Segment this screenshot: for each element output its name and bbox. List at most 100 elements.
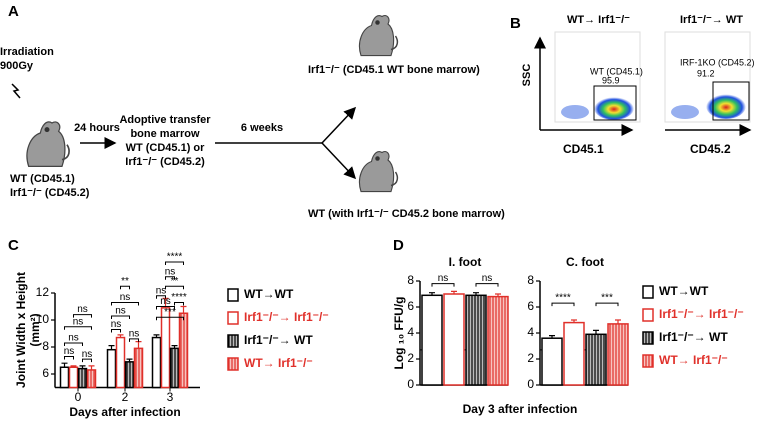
significance-bracket [64, 326, 92, 330]
y-tick-label: 4 [407, 325, 414, 339]
y-tick-label: 0 [407, 377, 414, 391]
significance-label: ns [64, 346, 75, 357]
bar [443, 293, 465, 386]
x-axis-label: Days after infection [69, 405, 180, 419]
significance-bracket [111, 328, 121, 333]
significance-bracket [64, 342, 83, 346]
gate [593, 85, 637, 121]
significance-label: ns [77, 304, 88, 315]
significance-bracket [174, 301, 184, 306]
arrow [321, 142, 357, 180]
significance-label: ns [73, 316, 84, 327]
error-bar [79, 365, 86, 369]
bar [59, 366, 70, 389]
bar [607, 323, 629, 386]
significance-label: ns [156, 285, 167, 296]
axis-label: CD45.2 [690, 142, 731, 156]
significance-bracket [82, 358, 92, 363]
panel-label: A [8, 3, 19, 20]
y-tick-label: 10 [36, 312, 50, 326]
error-bar [495, 293, 501, 297]
bar [465, 294, 487, 386]
legend-swatch [227, 357, 239, 371]
x-tick-label: 0 [75, 390, 82, 404]
gate [712, 81, 750, 121]
gate-label: WT (CD45.1) [590, 66, 643, 76]
axis-label: CD45.1 [563, 142, 604, 156]
y-axis-unit: (mm²) [28, 313, 42, 346]
bar [86, 369, 97, 389]
text: WT (CD45.1) [10, 173, 75, 185]
legend-label: Irf1⁻/⁻→ Irf1⁻/⁻ [244, 310, 329, 324]
bar [160, 307, 171, 389]
error-bar [429, 292, 435, 296]
significance-bracket [120, 285, 130, 290]
error-bar [451, 290, 457, 294]
plot-title: Irf1⁻/⁻→ WT [680, 14, 743, 26]
legend-label: WT→WT [244, 287, 294, 301]
error-bar [135, 341, 142, 349]
y-tick-label: 6 [527, 299, 534, 313]
arrow [321, 106, 357, 144]
significance-label: ns [165, 266, 176, 277]
significance-label: ** [121, 276, 129, 287]
text: 6 weeks [241, 122, 283, 134]
significance-bracket [156, 306, 175, 310]
legend-swatch [642, 308, 654, 322]
panel-label: B [510, 15, 521, 32]
significance-bracket [111, 301, 139, 306]
error-bar [571, 319, 577, 323]
legend-swatch [227, 288, 239, 302]
text: bone marrow [130, 128, 200, 140]
plot-title: WT→ Irf1⁻/⁻ [567, 14, 630, 26]
bar [77, 367, 88, 389]
error-bar [153, 334, 160, 338]
error-bar [473, 292, 479, 296]
significance-bracket [475, 283, 499, 287]
subplot-title: I. foot [449, 255, 482, 269]
legend-label: WT→ Irf1⁻/⁻ [244, 356, 313, 370]
flow-cloud [671, 105, 699, 119]
y-tick-label: 8 [42, 339, 49, 353]
significance-label: ns [482, 273, 493, 284]
error-bar [593, 329, 599, 335]
text: Irf1⁻/⁻ (CD45.2) [125, 156, 205, 168]
error-bar [108, 345, 115, 350]
text: 24 hours [74, 122, 120, 134]
bar [124, 361, 135, 389]
bar [68, 366, 79, 389]
significance-label: ns [111, 319, 122, 330]
subplot-title: C. foot [566, 255, 604, 269]
error-bar [61, 362, 68, 368]
y-tick-label: 8 [527, 273, 534, 287]
significance-label: ns [115, 306, 126, 317]
significance-label: ** [171, 276, 179, 287]
bar [585, 333, 607, 386]
significance-bracket [64, 355, 74, 360]
significance-label: ns [160, 296, 171, 307]
bar [151, 336, 162, 389]
text: WT (CD45.1) or [126, 142, 206, 154]
error-bar [615, 319, 621, 324]
mouse-icon [26, 121, 70, 168]
bar [115, 336, 126, 389]
significance-label: **** [171, 292, 187, 303]
y-tick-label: 2 [407, 351, 414, 365]
y-axis-label: Joint Width x Height [14, 272, 28, 388]
significance-bracket [73, 314, 92, 318]
legend-swatch [642, 285, 654, 299]
text: WT (with Irf1⁻/⁻ CD45.2 bone marrow) [308, 208, 505, 220]
gate-value: 95.9 [602, 75, 620, 85]
lightning [11, 83, 21, 99]
gate-label: IRF-1KO (CD45.2) [680, 57, 755, 67]
significance-label: ns [438, 273, 449, 284]
gate-value: 91.2 [697, 68, 715, 78]
legend-swatch [227, 311, 239, 325]
significance-bracket [551, 302, 575, 307]
y-tick-label: 12 [36, 285, 50, 299]
significance-bracket [431, 283, 455, 287]
bar [541, 337, 563, 386]
plot-frame [664, 31, 751, 123]
text: 900Gy [0, 60, 34, 72]
